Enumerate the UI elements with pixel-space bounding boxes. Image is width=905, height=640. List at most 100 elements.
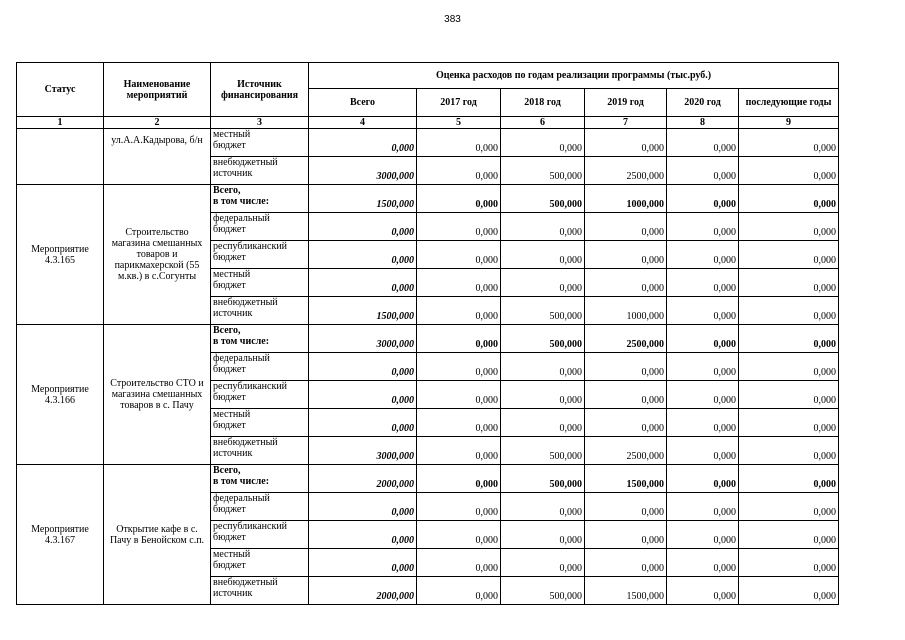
table-cell: 0,000 (737, 436, 840, 465)
table-cell: Всего (308, 88, 417, 117)
table-cell: 0,000 (416, 268, 501, 297)
table-cell: 0,000 (500, 492, 585, 521)
table-cell: 0,000 (666, 128, 739, 157)
table-cell: 0,000 (584, 240, 667, 269)
table-cell: 3000,000 (308, 156, 417, 185)
table-cell: 1500,000 (584, 576, 667, 605)
table-cell: Открытие кафе в с. Пачу в Бенойском с.п. (103, 464, 211, 605)
table-cell: 0,000 (666, 520, 739, 549)
table-cell: местный бюджет (210, 408, 309, 437)
table-cell: 2020 год (666, 88, 739, 117)
table-cell: 0,000 (584, 380, 667, 409)
data-row: Мероприятие 4.3.165 Строительство магазин… (16, 184, 840, 325)
table-cell: 500,000 (500, 296, 585, 325)
table-cell: 0,000 (308, 548, 417, 577)
table-cell: 7 (584, 116, 667, 129)
table-cell: 1 (16, 116, 104, 129)
table-cell: 0,000 (416, 436, 501, 465)
header-cell: Оценка расходов по годам реализации прог… (307, 62, 840, 89)
table-cell: 0,000 (666, 436, 739, 465)
table-cell: 0,000 (737, 184, 840, 213)
table-cell: 0,000 (308, 268, 417, 297)
table-cell: 2000,000 (308, 576, 417, 605)
table-cell: 1000,000 (584, 296, 667, 325)
table-cell: 0,000 (737, 156, 840, 185)
table-cell: 5 (416, 116, 501, 129)
table-cell: 0,000 (416, 408, 501, 437)
table-cell: 1500,000 (308, 184, 417, 213)
table-cell: 0,000 (737, 128, 840, 157)
table-cell: 0,000 (416, 296, 501, 325)
table-cell: 0,000 (416, 380, 501, 409)
table-cell: Строительство магазина смешанных товаров… (103, 184, 211, 325)
table-cell: внебюджетный источник (210, 576, 309, 605)
header-row: Статус Наименование мероприятий Источник… (16, 62, 840, 117)
table-cell: 0,000 (584, 548, 667, 577)
table-cell: внебюджетный источник (210, 296, 309, 325)
data-row: местный бюджет 0,000 0,000 0,000 0,000 0,000 0… (17, 548, 840, 577)
table-cell: 0,000 (666, 184, 739, 213)
table-cell: 0,000 (416, 212, 501, 241)
table-cell: 0,000 (737, 464, 840, 493)
table-cell: федеральный бюджет (210, 352, 309, 381)
table-cell: Мероприятие 4.3.165 (16, 184, 104, 325)
table-cell: 0,000 (737, 548, 840, 577)
table-cell: 0,000 (500, 380, 585, 409)
table-cell: 2500,000 (584, 156, 667, 185)
table-cell: 2017 год (416, 88, 501, 117)
table-cell: местный бюджет (210, 548, 309, 577)
data-row: федеральный бюджет 0,000 0,000 0,000 0,000 0,… (17, 352, 840, 381)
header-cell: Источник финансирования (210, 62, 309, 117)
table-cell: 0,000 (500, 268, 585, 297)
table-cell: внебюджетный источник (210, 156, 309, 185)
table-cell: 3000,000 (308, 436, 417, 465)
table-cell: 0,000 (416, 156, 501, 185)
table-cell: 2500,000 (584, 324, 667, 353)
table-cell: 0,000 (584, 520, 667, 549)
page-number: 383 (444, 14, 461, 25)
table-cell: 0,000 (308, 408, 417, 437)
table-cell: 3000,000 (308, 324, 417, 353)
table-cell: 0,000 (666, 156, 739, 185)
table-cell: 0,000 (737, 520, 840, 549)
data-row: внебюджетный источник 2000,000 0,000 500,00… (17, 576, 840, 605)
header-cell: Статус (16, 62, 104, 117)
table-cell: 0,000 (666, 492, 739, 521)
table-cell: 1500,000 (308, 296, 417, 325)
header-cell: Наименование мероприятий (103, 62, 211, 117)
table-cell: 0,000 (308, 128, 417, 157)
table-cell: республиканский бюджет (210, 520, 309, 549)
table-cell: 0,000 (666, 464, 739, 493)
table-cell: 0,000 (416, 548, 501, 577)
data-row: республиканский бюджет 0,000 0,000 0,000 0,0… (17, 380, 840, 409)
table-cell: 0,000 (584, 492, 667, 521)
table-cell: 0,000 (737, 352, 840, 381)
data-row: внебюджетный источник 3000,000 0,000 500,00… (17, 436, 840, 465)
table-cell: 0,000 (416, 324, 501, 353)
table-cell: 2018 год (500, 88, 585, 117)
table-cell: 0,000 (666, 408, 739, 437)
table-cell: 0,000 (737, 576, 840, 605)
data-row: местный бюджет 0,000 0,000 0,000 0,000 0,000 0… (17, 408, 840, 437)
table-cell: 0,000 (500, 212, 585, 241)
table-cell: 0,000 (737, 268, 840, 297)
table-cell: местный бюджет (210, 268, 309, 297)
table-cell: 0,000 (666, 576, 739, 605)
table-cell: 1000,000 (584, 184, 667, 213)
table-cell: 0,000 (500, 240, 585, 269)
table-cell: Всего, в том числе: (210, 464, 309, 493)
table-cell: 0,000 (416, 352, 501, 381)
table-cell: 0,000 (308, 212, 417, 241)
table-cell: 500,000 (500, 324, 585, 353)
table-cell: 500,000 (500, 184, 585, 213)
table-cell: ул.А.А.Кадырова, б/н (103, 128, 211, 185)
table-cell: 0,000 (500, 520, 585, 549)
table-cell: Строительство СТО и магазина смешанных т… (103, 324, 211, 465)
data-row: внебюджетный источник 1500,000 0,000 500,00… (17, 296, 840, 325)
table-cell: 0,000 (500, 408, 585, 437)
table-cell: 8 (666, 116, 739, 129)
table-cell: 0,000 (666, 212, 739, 241)
